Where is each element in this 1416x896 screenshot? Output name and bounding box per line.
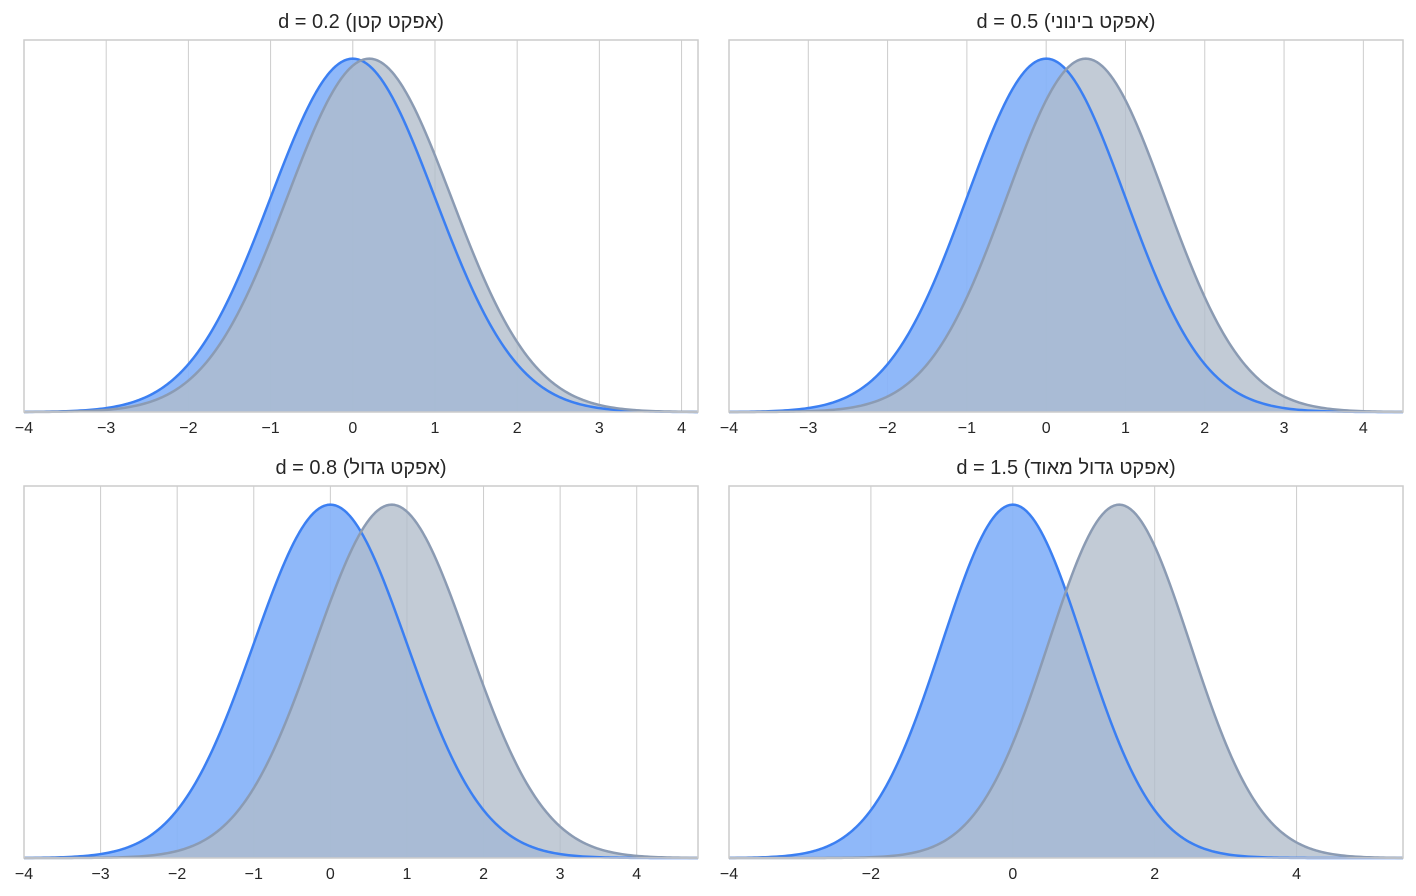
x-tick-label: 4 (1359, 420, 1368, 437)
series-b-line (23, 57, 699, 414)
x-tick-label: −2 (878, 420, 896, 437)
x-tick-label: −1 (245, 866, 263, 883)
x-tick-label: −1 (958, 420, 976, 437)
chart-panel-4: −4 −2 0 2 4 d = 1.5 (אפקט גדול מאוד) (720, 457, 1404, 883)
x-tick-label: 0 (348, 420, 357, 437)
x-tick-label: −2 (179, 420, 197, 437)
x-tick-label: −3 (91, 866, 109, 883)
x-tick-label: 3 (1280, 420, 1289, 437)
panel-title: d = 0.5 (אפקט בינוני) (977, 11, 1156, 33)
x-tick-label: −4 (720, 420, 738, 437)
x-tick-label: 2 (479, 866, 488, 883)
x-tick-label: 2 (1150, 866, 1159, 883)
x-tick-label: 0 (1008, 866, 1017, 883)
x-tick-label: 3 (595, 420, 604, 437)
x-tick-label: −2 (168, 866, 186, 883)
x-tick-label: 4 (677, 420, 686, 437)
x-tick-label: 4 (1292, 866, 1301, 883)
series-b-line (24, 503, 699, 860)
plot-frame (23, 39, 699, 413)
panel-title: d = 0.2 (אפקט קטן) (278, 11, 444, 33)
x-tick-label: 1 (431, 420, 440, 437)
x-tick-label: −4 (15, 866, 33, 883)
panel-title: d = 1.5 (אפקט גדול מאוד) (956, 457, 1175, 479)
series-b-area (729, 58, 1403, 413)
x-tick-label: 0 (1042, 420, 1051, 437)
x-tick-label: 3 (556, 866, 565, 883)
chart-panel-1: −4 −3 −2 −1 0 1 2 3 4 d = 0.2 (אפקט קטן) (15, 11, 699, 437)
series-b-area (729, 504, 1403, 858)
x-tick-label: 1 (1121, 420, 1130, 437)
x-tick-label: −4 (720, 866, 738, 883)
x-tick-label: −2 (862, 866, 880, 883)
x-tick-label: 4 (632, 866, 641, 883)
series-b-line (728, 57, 1404, 414)
x-tick-label: 1 (403, 866, 412, 883)
x-tick-label: −3 (799, 420, 817, 437)
series-b-area (24, 504, 698, 858)
x-tick-label: −4 (15, 420, 33, 437)
plot-frame (728, 39, 1404, 413)
x-tick-label: 0 (326, 866, 335, 883)
chart-panel-3: −4 −3 −2 −1 0 1 2 3 4 d = 0.8 (אפקט גדול) (15, 457, 699, 883)
x-tick-label: 2 (1200, 420, 1209, 437)
plot-frame (23, 485, 699, 859)
plot-frame (728, 485, 1404, 859)
panel-title: d = 0.8 (אפקט גדול) (275, 457, 446, 479)
chart-panel-2: −4 −3 −2 −1 0 1 2 3 4 d = 0.5 (אפקט בינוני) (720, 11, 1404, 437)
x-tick-label: −1 (261, 420, 279, 437)
series-b-area (24, 58, 698, 413)
x-tick-label: −3 (97, 420, 115, 437)
x-tick-label: 2 (513, 420, 522, 437)
